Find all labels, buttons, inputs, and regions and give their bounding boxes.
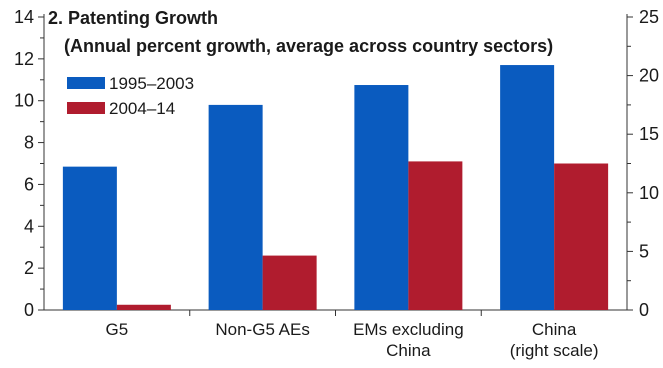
bar-series-1-category-2 [208, 104, 263, 311]
chart-subtitle: (Annual percent growth, average across c… [64, 36, 553, 56]
x-axis-category-label: China [532, 320, 577, 339]
right-axis-tick-label: 5 [639, 241, 649, 261]
x-axis-category-label: China [386, 341, 431, 360]
bar-series-2-category-4 [554, 163, 609, 310]
left-axis-tick-label: 10 [14, 91, 34, 111]
bar-series-1-category-1 [62, 166, 117, 310]
x-axis-category-label: EMs excluding [353, 320, 464, 339]
right-axis-tick-label: 25 [639, 7, 659, 27]
bars-layer [62, 65, 609, 311]
right-axis-tick-label: 15 [639, 124, 659, 144]
legend-label-series-1: 1995–2003 [109, 74, 194, 93]
left-axis-tick-label: 6 [24, 174, 34, 194]
x-axis-category-label: G5 [106, 320, 129, 339]
bar-series-1-category-3 [354, 85, 409, 311]
right-axis-tick-label: 20 [639, 66, 659, 86]
x-axis-category-label: Non-G5 AEs [215, 320, 310, 339]
left-axis-tick-label: 2 [24, 258, 34, 278]
legend: 1995–2003 2004–14 [67, 74, 194, 118]
left-axis-tick-label: 14 [14, 7, 34, 27]
legend-swatch-series-1 [67, 77, 105, 89]
chart-title: 2. Patenting Growth [48, 8, 218, 28]
legend-label-series-2: 2004–14 [109, 99, 175, 118]
right-axis-tick-label: 0 [639, 300, 649, 320]
right-axis-tick-label: 10 [639, 183, 659, 203]
left-axis-tick-label: 4 [24, 216, 34, 236]
labels-layer: 2. Patenting Growth (Annual percent grow… [14, 7, 659, 360]
bar-series-2-category-3 [408, 161, 463, 310]
left-axis-tick-label: 8 [24, 133, 34, 153]
left-axis-tick-label: 12 [14, 49, 34, 69]
left-axis-tick-label: 0 [24, 300, 34, 320]
x-axis-category-label: (right scale) [510, 341, 599, 360]
bar-series-1-category-4 [500, 65, 555, 310]
bar-series-2-category-1 [116, 304, 171, 310]
legend-swatch-series-2 [67, 102, 105, 114]
bar-series-2-category-2 [262, 255, 317, 310]
